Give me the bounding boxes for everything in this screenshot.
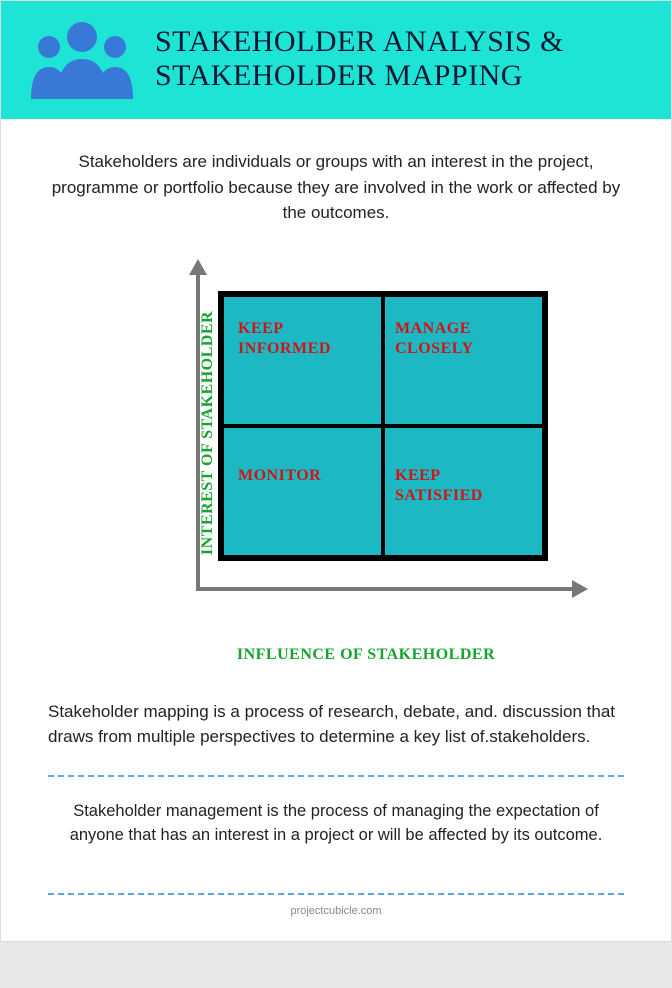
divider-2 <box>48 893 624 895</box>
divider-1 <box>48 775 624 777</box>
content-area: Stakeholders are individuals or groups w… <box>1 119 671 941</box>
cell-monitor: MONITOR <box>222 426 383 557</box>
quadrant-grid: KEEP INFORMED MANAGE CLOSELY MONITOR KEE… <box>218 291 548 561</box>
footer-credit: projectcubicle.com <box>46 905 626 917</box>
header-bar: STAKEHOLDER ANALYSIS & STAKEHOLDER MAPPI… <box>1 1 671 119</box>
infographic-page: STAKEHOLDER ANALYSIS & STAKEHOLDER MAPPI… <box>0 0 672 942</box>
x-axis-label: INFLUENCE OF STAKEHOLDER <box>106 646 626 664</box>
cell-keep-satisfied: KEEP SATISFIED <box>383 426 544 557</box>
x-axis-line <box>196 587 576 591</box>
axes: KEEP INFORMED MANAGE CLOSELY MONITOR KEE… <box>196 271 576 591</box>
intro-text: Stakeholders are individuals or groups w… <box>46 149 626 226</box>
paragraph-management: Stakeholder management is the process of… <box>54 799 618 849</box>
page-title: STAKEHOLDER ANALYSIS & STAKEHOLDER MAPPI… <box>155 25 651 94</box>
x-axis-arrow <box>572 580 588 598</box>
cell-keep-informed: KEEP INFORMED <box>222 295 383 426</box>
y-axis-line <box>196 271 200 591</box>
cell-manage-closely: MANAGE CLOSELY <box>383 295 544 426</box>
y-axis-arrow <box>189 259 207 275</box>
people-icon <box>27 19 137 99</box>
stakeholder-matrix: INTEREST OF STAKEHOLDER KEEP INFORMED MA… <box>96 271 576 631</box>
paragraph-mapping: Stakeholder mapping is a process of rese… <box>48 699 624 750</box>
